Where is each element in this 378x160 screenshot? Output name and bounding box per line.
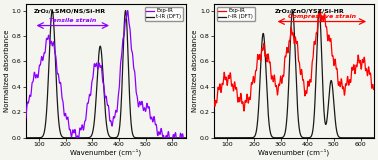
Y-axis label: Normalized absorbance: Normalized absorbance bbox=[192, 30, 198, 112]
X-axis label: Wavenumber (cm⁻¹): Wavenumber (cm⁻¹) bbox=[258, 148, 330, 156]
Text: Tensile strain: Tensile strain bbox=[49, 18, 96, 23]
Text: ZrO₂/LSMO/NS/Si-HR: ZrO₂/LSMO/NS/Si-HR bbox=[34, 8, 106, 13]
Legend: Exp-IR, t-IR (DFT): Exp-IR, t-IR (DFT) bbox=[144, 7, 183, 21]
X-axis label: Wavenumber (cm⁻¹): Wavenumber (cm⁻¹) bbox=[70, 148, 141, 156]
Text: ZrO₂/ZnO/YSZ/Si-HR: ZrO₂/ZnO/YSZ/Si-HR bbox=[275, 8, 344, 13]
Text: Compressive strain: Compressive strain bbox=[288, 14, 356, 19]
Legend: Exp-IR, r-IR (DFT): Exp-IR, r-IR (DFT) bbox=[217, 7, 255, 21]
Y-axis label: Normalized absorbance: Normalized absorbance bbox=[4, 30, 10, 112]
